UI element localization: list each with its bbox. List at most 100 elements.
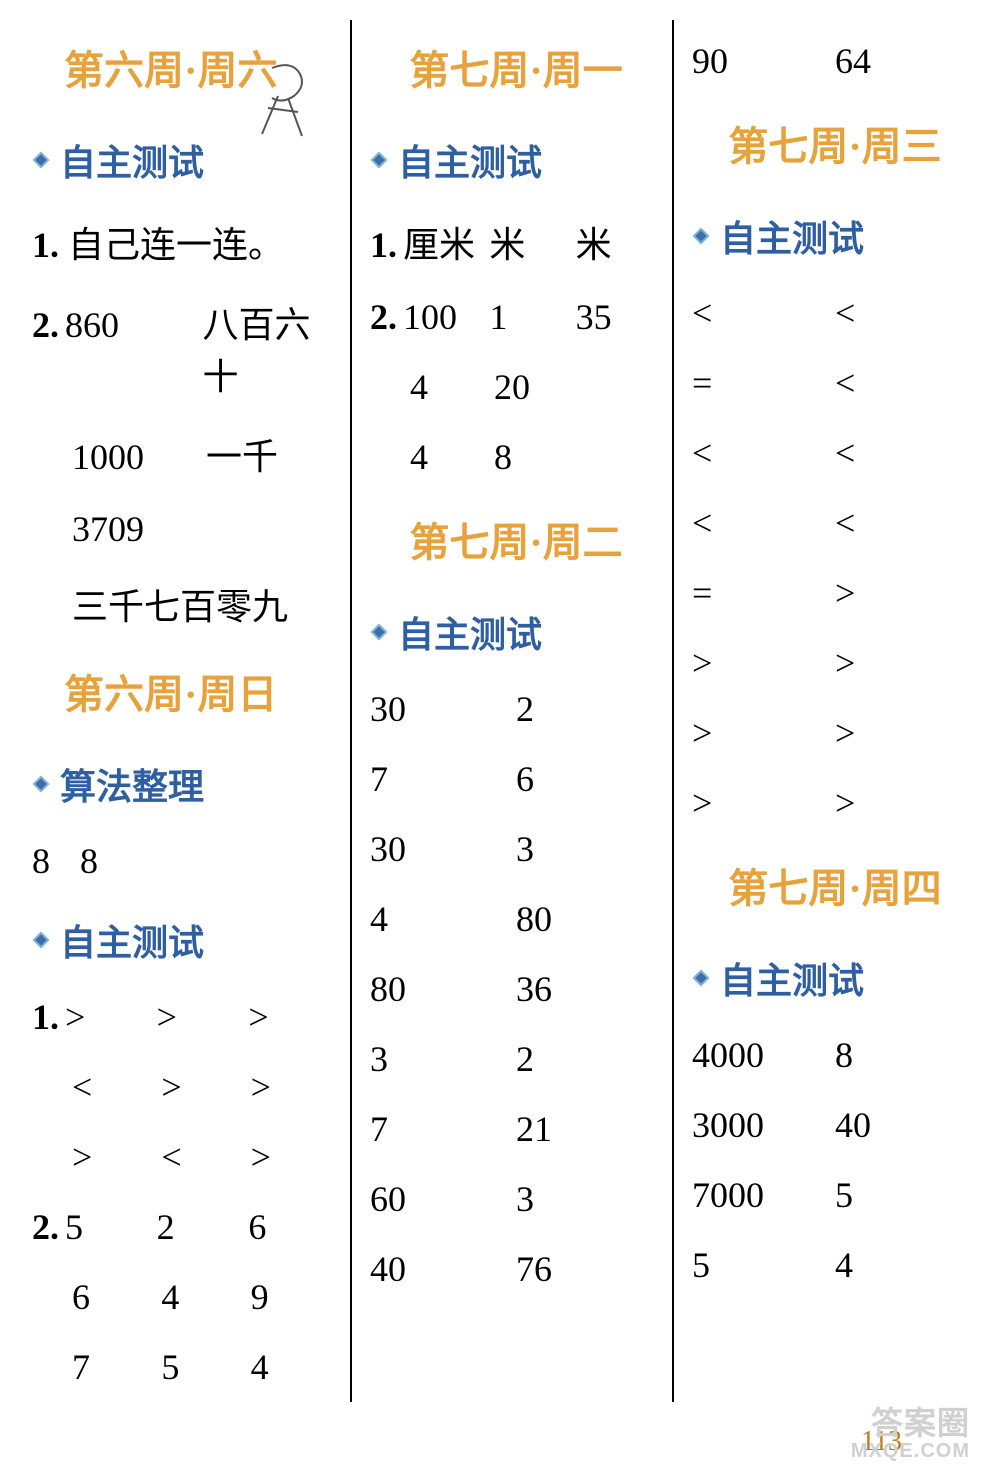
subheading-text: 自主测试 — [60, 134, 204, 186]
cell: 9 — [251, 1276, 340, 1318]
week7-wed-heading: 第七周·周三 — [692, 114, 978, 172]
data-row: 300040 — [692, 1104, 978, 1146]
cell: = — [692, 572, 835, 614]
cell: 60 — [370, 1178, 516, 1220]
question-number: 2. — [32, 1206, 59, 1248]
cell: > — [157, 996, 249, 1038]
cell: 1 — [489, 296, 575, 338]
table2-row: 6 4 9 — [32, 1276, 340, 1318]
table1-row: > < > — [32, 1136, 340, 1178]
data-row: 4 20 — [370, 366, 662, 408]
week7-mon-heading: 第七周·周一 — [370, 38, 662, 96]
cell: 6 — [516, 758, 662, 800]
cell: 3 — [516, 828, 662, 870]
self-test-label: 自主测试 — [32, 914, 340, 966]
watermark-line1: 答案圈 — [851, 1407, 970, 1441]
cell: 八百六十 — [203, 296, 341, 400]
doodle-icon — [242, 56, 326, 146]
top-row: 90 64 — [692, 40, 978, 82]
question-number: 1. — [32, 996, 59, 1038]
cell: 3 — [370, 1038, 516, 1080]
cell: < — [161, 1136, 250, 1178]
cell: 80 — [516, 898, 662, 940]
cell: 76 — [516, 1248, 662, 1290]
subheading-text: 自主测试 — [398, 134, 542, 186]
cell: 1000 — [72, 436, 206, 478]
self-test-label: 自主测试 — [370, 134, 662, 186]
subheading-text: 自主测试 — [720, 210, 864, 262]
algorithm-label: 算法整理 — [32, 758, 340, 810]
week6-sun-heading: 第六周·周日 — [32, 662, 340, 720]
cell: 36 — [516, 968, 662, 1010]
cell: 4 — [835, 1244, 978, 1286]
data-row: 3709 — [32, 508, 340, 550]
cell: < — [835, 502, 978, 544]
cell: 3 — [516, 1178, 662, 1220]
data-row: 8 8 — [32, 840, 340, 882]
cell: > — [248, 996, 340, 1038]
question-1: 1. 自己连一连。 — [32, 216, 340, 268]
heading-text: 第七周·周一 — [409, 38, 622, 96]
cell: 5 — [835, 1174, 978, 1216]
subheading-text: 自主测试 — [398, 606, 542, 658]
subheading-text: 自主测试 — [720, 952, 864, 1004]
cell: > — [835, 572, 978, 614]
cell: 一千 — [206, 428, 340, 480]
data-row: 76 — [370, 758, 662, 800]
cell: 3709 — [72, 508, 340, 550]
question-number: 1. — [32, 225, 59, 265]
data-row: >> — [692, 712, 978, 754]
cell: 860 — [65, 304, 203, 346]
question-2-row: 2. 860 八百六十 — [32, 296, 340, 400]
cell: > — [65, 996, 157, 1038]
cell: > — [835, 642, 978, 684]
cell: 90 — [692, 40, 835, 82]
cell: 三千七百零九 — [72, 578, 340, 630]
bullet-icon — [32, 931, 50, 949]
subheading-text: 算法整理 — [60, 758, 204, 810]
cell: < — [835, 432, 978, 474]
heading-text: 第七周·周三 — [728, 114, 941, 172]
cell: 21 — [516, 1108, 662, 1150]
question-1-row: 1. 厘米 米 米 — [370, 216, 662, 268]
data-row: 40008 — [692, 1034, 978, 1076]
cell: > — [251, 1066, 340, 1108]
bullet-icon — [370, 151, 388, 169]
week7-tue-heading: 第七周·周二 — [370, 510, 662, 568]
heading-text: 第七周·周四 — [728, 856, 941, 914]
heading-text: 第六周·周日 — [64, 662, 277, 720]
week7-thu-heading: 第七周·周四 — [692, 856, 978, 914]
cell: > — [692, 712, 835, 754]
cell: > — [835, 712, 978, 754]
cell: 4 — [410, 366, 494, 408]
cell: 7 — [370, 1108, 516, 1150]
cell: 40 — [835, 1104, 978, 1146]
bullet-icon — [32, 151, 50, 169]
table2-row: 7 5 4 — [32, 1346, 340, 1388]
self-test-label: 自主测试 — [692, 210, 978, 262]
data-row: 480 — [370, 898, 662, 940]
column-3: 90 64 第七周·周三 自主测试 << =< << << => >> >> >… — [672, 20, 978, 1402]
data-row: 54 — [692, 1244, 978, 1286]
cell: 30 — [370, 828, 516, 870]
table1-row: 1. > > > — [32, 996, 340, 1038]
cell: < — [692, 432, 835, 474]
bullet-icon — [692, 969, 710, 987]
data-row: 4076 — [370, 1248, 662, 1290]
cell: 2 — [516, 688, 662, 730]
cell: > — [251, 1136, 340, 1178]
cell: 8 — [80, 840, 98, 882]
data-row: >> — [692, 642, 978, 684]
data-row: << — [692, 292, 978, 334]
question-number: 1. — [370, 224, 397, 266]
cell: 5 — [65, 1206, 157, 1248]
cell: 100 — [403, 296, 489, 338]
cell: 80 — [370, 968, 516, 1010]
cell: 5 — [692, 1244, 835, 1286]
cell: < — [835, 292, 978, 334]
table1-row: < > > — [32, 1066, 340, 1108]
data-row: 303 — [370, 828, 662, 870]
data-row: => — [692, 572, 978, 614]
data-row: =< — [692, 362, 978, 404]
cell: < — [692, 292, 835, 334]
